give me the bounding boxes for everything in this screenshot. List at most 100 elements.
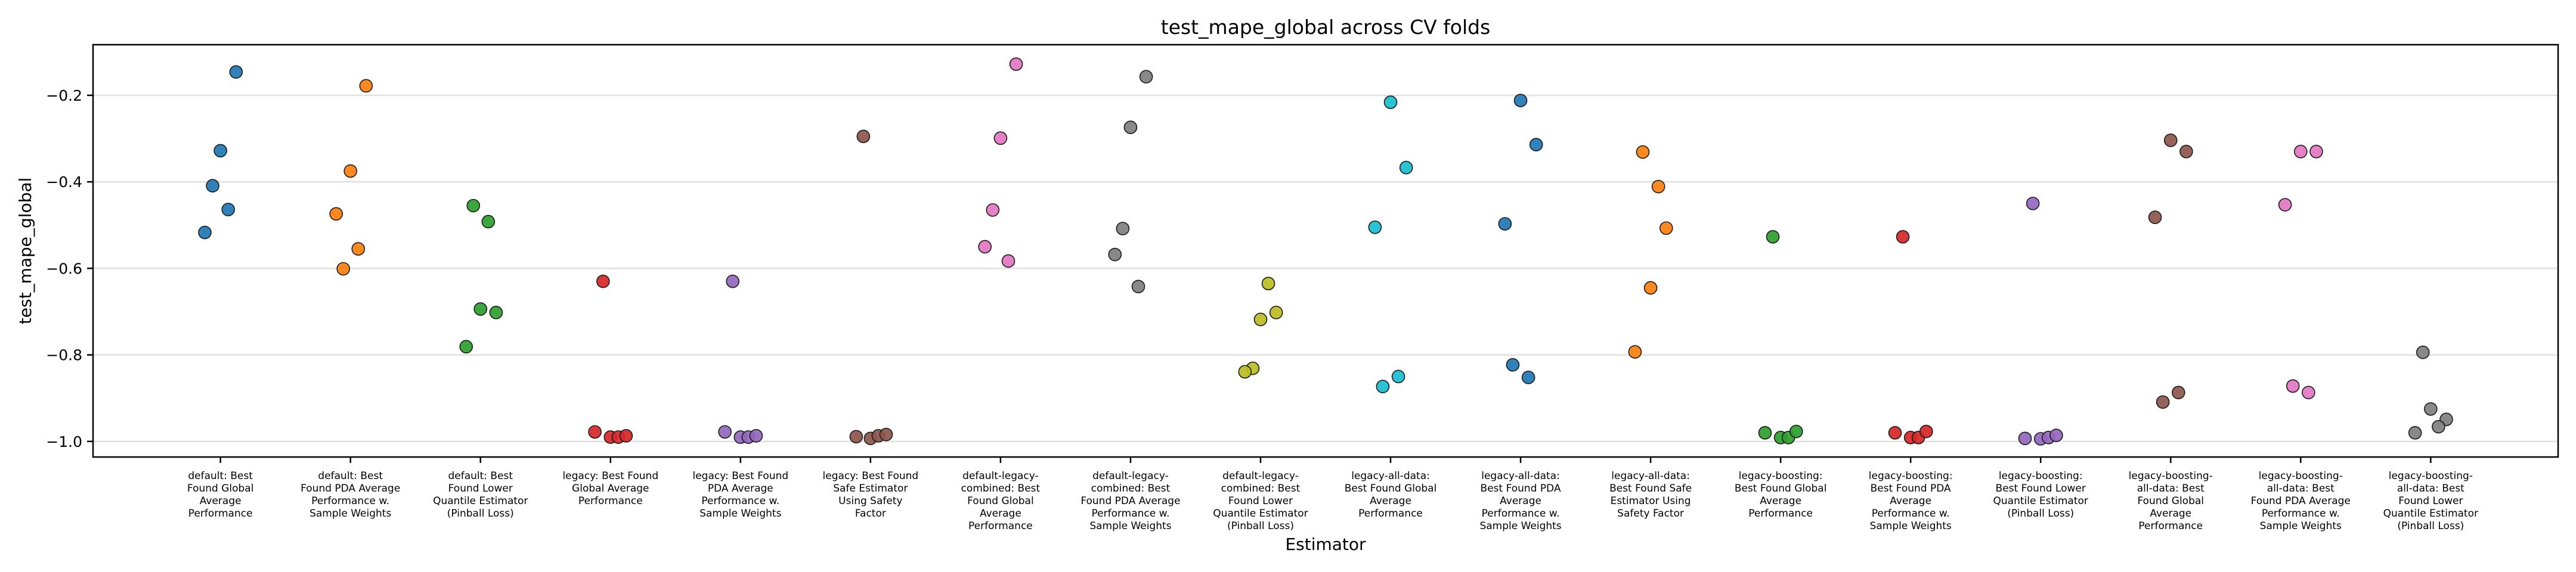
- data-point: [1399, 160, 1413, 175]
- x-axis-label: Estimator: [1285, 534, 1366, 554]
- data-point: [1238, 365, 1252, 379]
- series-group: [2278, 145, 2323, 400]
- data-point: [749, 429, 763, 443]
- data-point: [596, 274, 610, 288]
- data-point: [2179, 145, 2193, 158]
- data-point: [849, 430, 863, 444]
- x-tick-label: legacy-boosting: Best Found Global Average…: [1735, 470, 1827, 520]
- data-point: [879, 427, 893, 442]
- data-point: [978, 240, 992, 254]
- data-point: [1001, 254, 1015, 268]
- y-tick-label: −0.2: [46, 87, 82, 104]
- data-point: [1123, 120, 1138, 134]
- data-point: [2302, 386, 2315, 400]
- data-point: [2309, 145, 2323, 158]
- data-point: [359, 79, 373, 93]
- x-tick-label: default-legacy-combined: Best Found Globa…: [961, 470, 1041, 532]
- y-tick-label: −0.4: [46, 173, 82, 191]
- data-point: [2432, 419, 2445, 434]
- data-point: [1376, 380, 1390, 393]
- data-point: [619, 429, 633, 443]
- x-tick-label: legacy: Best Found Global Average Performa…: [562, 470, 658, 507]
- data-point: [2156, 395, 2170, 409]
- data-point: [1766, 230, 1780, 244]
- data-point: [1789, 424, 1803, 439]
- x-tick-label: legacy-boosting-all-data: Best Found Lowe…: [2383, 470, 2478, 532]
- data-point: [2416, 345, 2430, 359]
- data-point: [726, 274, 740, 288]
- x-tick-label: legacy-boosting-all-data: Best Found PDA …: [2251, 470, 2351, 532]
- x-tick-label: legacy-all-data: Best Found Safe Estimator…: [1609, 470, 1692, 520]
- series-group: [978, 57, 1023, 268]
- data-point: [2424, 402, 2438, 416]
- series-group: [2148, 133, 2193, 409]
- x-tick-label: legacy-all-data: Best Found Global Average…: [1345, 470, 1437, 520]
- x-axis-ticks: default: Best Found Global Average Performa…: [187, 457, 2478, 532]
- data-point: [466, 198, 481, 213]
- data-point: [2049, 428, 2063, 442]
- series-group: [2018, 197, 2063, 446]
- series-group: [1108, 70, 1153, 294]
- series-group: [329, 79, 373, 276]
- x-tick-label: legacy-boosting: Best Found PDA Average Per…: [1869, 470, 1953, 532]
- data-point: [229, 65, 243, 79]
- series-group: [849, 129, 893, 446]
- chart-title: test_mape_global across CV folds: [1161, 15, 1491, 39]
- y-axis-ticks: −1.0 −0.8 −0.6 −0.4 −0.2: [46, 87, 93, 450]
- data-points: [198, 57, 2453, 446]
- data-point: [1636, 145, 1650, 159]
- data-point: [2293, 145, 2308, 158]
- data-point: [1628, 345, 1642, 359]
- data-point: [2026, 197, 2040, 210]
- data-point: [1529, 138, 1543, 152]
- data-point: [588, 425, 602, 439]
- x-tick-label: default-legacy-combined: Best Found Lower…: [1213, 470, 1308, 532]
- series-group: [2408, 345, 2453, 440]
- data-point: [206, 179, 219, 193]
- data-point: [856, 129, 871, 144]
- data-point: [198, 225, 212, 240]
- data-point: [1368, 220, 1382, 234]
- series-group: [1888, 230, 1933, 444]
- data-point: [1643, 281, 1658, 295]
- data-point: [1131, 279, 1145, 294]
- data-point: [213, 144, 227, 158]
- data-point: [2148, 210, 2162, 225]
- data-point: [993, 131, 1008, 145]
- data-point: [1391, 369, 1405, 384]
- x-tick-label: legacy-boosting: Best Found Lower Quantile…: [1993, 470, 2088, 520]
- data-point: [459, 340, 473, 354]
- x-tick-label: legacy-boosting-all-data: Best Found Glob…: [2129, 470, 2213, 532]
- x-tick-label: default: Best Found Global Average Performa…: [187, 470, 254, 520]
- data-point: [2172, 386, 2185, 400]
- x-tick-label: legacy: Best Found Safe Estimator Using Sa…: [823, 470, 919, 520]
- data-point: [489, 306, 503, 319]
- data-point: [1521, 371, 1535, 384]
- series-group: [1368, 95, 1413, 393]
- data-point: [986, 203, 1000, 217]
- data-point: [1139, 70, 1153, 84]
- data-point: [336, 262, 351, 276]
- data-point: [1506, 358, 1520, 372]
- x-tick-label: default: Best Found PDA Average Performanc…: [301, 470, 400, 520]
- data-point: [1116, 222, 1130, 235]
- data-point: [1513, 94, 1528, 107]
- data-point: [1269, 306, 1283, 319]
- series-group: [1758, 230, 1803, 444]
- data-point: [343, 164, 358, 178]
- data-point: [1253, 312, 1268, 327]
- series-group: [718, 274, 763, 444]
- series-group: [459, 198, 503, 354]
- data-point: [1498, 217, 1512, 231]
- x-tick-label: default: Best Found Lower Quantile Estimat…: [433, 470, 528, 520]
- data-point: [1659, 221, 1673, 235]
- y-axis-label: test_mape_global: [16, 178, 35, 325]
- data-point: [2408, 426, 2422, 440]
- data-point: [1383, 95, 1398, 109]
- data-point: [351, 242, 366, 256]
- y-tick-label: −0.8: [46, 347, 82, 364]
- data-point: [2286, 379, 2300, 393]
- data-point: [718, 425, 732, 439]
- x-tick-label: default-legacy-combined: Best Found PDA A…: [1080, 470, 1180, 532]
